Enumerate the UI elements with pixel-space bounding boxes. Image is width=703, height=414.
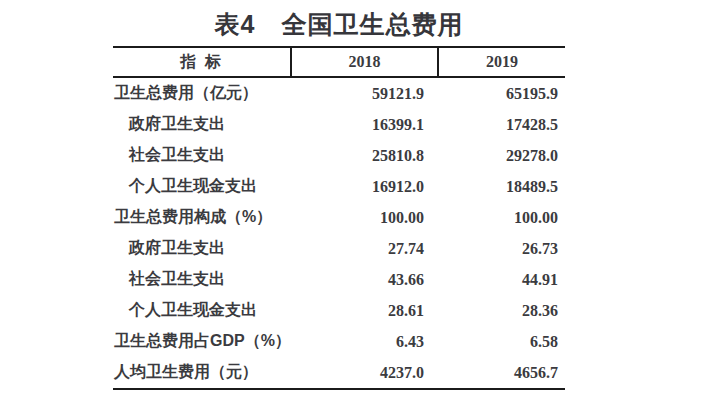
row-label: 个人卫生现金支出 bbox=[113, 300, 290, 321]
row-label: 卫生总费用占GDP（%） bbox=[113, 331, 290, 352]
row-label: 人均卫生费用（元） bbox=[113, 362, 290, 383]
row-label: 政府卫生支出 bbox=[113, 114, 290, 135]
table-row: 个人卫生现金支出 16912.0 18489.5 bbox=[113, 171, 565, 202]
row-label: 社会卫生支出 bbox=[113, 145, 290, 166]
health-expenditure-table: 指 标 2018 2019 卫生总费用（亿元） 59121.9 65195.9 … bbox=[113, 46, 565, 390]
column-header-2019: 2019 bbox=[437, 48, 565, 76]
value-2018: 59121.9 bbox=[290, 85, 437, 103]
table-row: 卫生总费用构成（%） 100.00 100.00 bbox=[113, 202, 565, 233]
table-header-row: 指 标 2018 2019 bbox=[113, 46, 565, 78]
value-2019: 29278.0 bbox=[437, 147, 565, 165]
value-2019: 65195.9 bbox=[437, 85, 565, 103]
value-2019: 4656.7 bbox=[437, 364, 565, 382]
value-2018: 28.61 bbox=[290, 302, 437, 320]
page-title: 表4 全国卫生总费用 bbox=[113, 10, 565, 39]
table-row: 社会卫生支出 25810.8 29278.0 bbox=[113, 140, 565, 171]
row-label: 卫生总费用构成（%） bbox=[113, 207, 290, 228]
value-2018: 16399.1 bbox=[290, 116, 437, 134]
value-2019: 100.00 bbox=[437, 209, 565, 227]
value-2019: 28.36 bbox=[437, 302, 565, 320]
table-row: 卫生总费用占GDP（%） 6.43 6.58 bbox=[113, 326, 565, 357]
column-header-indicator: 指 标 bbox=[113, 48, 290, 76]
row-label: 社会卫生支出 bbox=[113, 269, 290, 290]
row-label: 个人卫生现金支出 bbox=[113, 176, 290, 197]
value-2018: 6.43 bbox=[290, 333, 437, 351]
value-2019: 17428.5 bbox=[437, 116, 565, 134]
column-header-2018: 2018 bbox=[290, 48, 437, 76]
value-2018: 4237.0 bbox=[290, 364, 437, 382]
table-row: 卫生总费用（亿元） 59121.9 65195.9 bbox=[113, 78, 565, 109]
table-row: 人均卫生费用（元） 4237.0 4656.7 bbox=[113, 357, 565, 388]
value-2018: 16912.0 bbox=[290, 178, 437, 196]
value-2018: 27.74 bbox=[290, 240, 437, 258]
table-body: 卫生总费用（亿元） 59121.9 65195.9 政府卫生支出 16399.1… bbox=[113, 78, 565, 390]
value-2018: 43.66 bbox=[290, 271, 437, 289]
row-label: 卫生总费用（亿元） bbox=[113, 83, 290, 104]
value-2019: 6.58 bbox=[437, 333, 565, 351]
value-2019: 44.91 bbox=[437, 271, 565, 289]
value-2019: 18489.5 bbox=[437, 178, 565, 196]
table-row: 社会卫生支出 43.66 44.91 bbox=[113, 264, 565, 295]
value-2018: 100.00 bbox=[290, 209, 437, 227]
row-label: 政府卫生支出 bbox=[113, 238, 290, 259]
value-2018: 25810.8 bbox=[290, 147, 437, 165]
table-row: 个人卫生现金支出 28.61 28.36 bbox=[113, 295, 565, 326]
value-2019: 26.73 bbox=[437, 240, 565, 258]
table-row: 政府卫生支出 27.74 26.73 bbox=[113, 233, 565, 264]
table-row: 政府卫生支出 16399.1 17428.5 bbox=[113, 109, 565, 140]
